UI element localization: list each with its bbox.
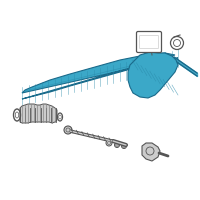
Polygon shape — [128, 52, 178, 98]
Ellipse shape — [106, 140, 112, 146]
FancyBboxPatch shape — [136, 31, 162, 52]
Ellipse shape — [64, 126, 72, 134]
Polygon shape — [142, 143, 160, 161]
Ellipse shape — [122, 144, 127, 148]
Ellipse shape — [114, 142, 120, 148]
Polygon shape — [22, 53, 178, 99]
Polygon shape — [20, 104, 57, 123]
